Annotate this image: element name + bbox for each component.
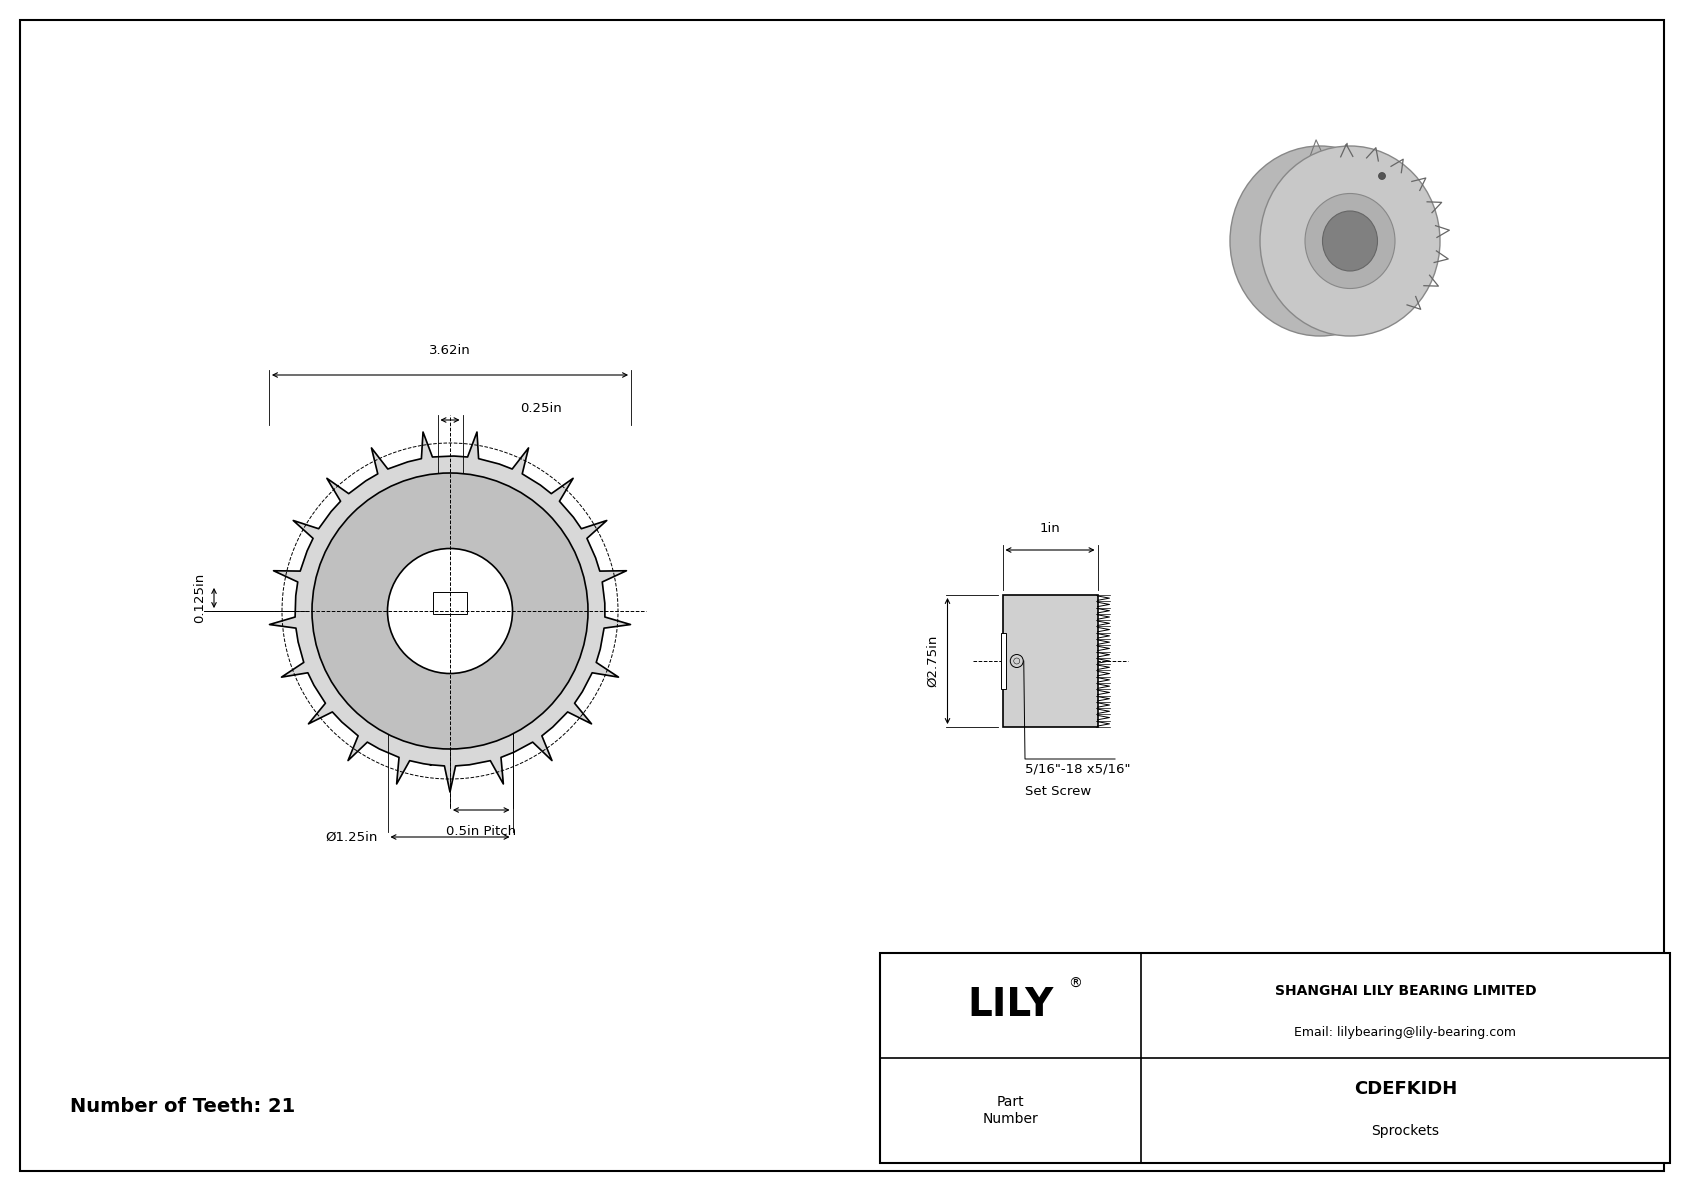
Text: 0.25in: 0.25in	[520, 403, 562, 414]
Bar	[1000, 632, 1005, 690]
Ellipse shape	[1260, 146, 1440, 336]
Text: 0.5in Pitch: 0.5in Pitch	[446, 825, 517, 838]
Circle shape	[1379, 173, 1386, 180]
Ellipse shape	[1229, 146, 1410, 336]
Bar	[1002, 596, 1098, 727]
Text: Number of Teeth: 21: Number of Teeth: 21	[71, 1097, 295, 1116]
Text: Email: lilybearing@lily-bearing.com: Email: lilybearing@lily-bearing.com	[1295, 1027, 1516, 1040]
Circle shape	[312, 473, 588, 749]
Text: Ø2.75in: Ø2.75in	[926, 635, 940, 687]
Text: SHANGHAI LILY BEARING LIMITED: SHANGHAI LILY BEARING LIMITED	[1275, 984, 1536, 998]
Text: ®: ®	[1068, 977, 1083, 991]
Bar	[433, 592, 466, 615]
Text: LILY: LILY	[967, 986, 1054, 1024]
Text: 0.125in: 0.125in	[194, 573, 205, 623]
Text: Part
Number: Part Number	[982, 1096, 1039, 1125]
Text: 3.62in: 3.62in	[429, 344, 472, 357]
Polygon shape	[269, 432, 630, 792]
Ellipse shape	[1305, 193, 1394, 288]
Circle shape	[387, 549, 512, 673]
Bar	[881, 953, 1671, 1162]
Text: CDEFKIDH: CDEFKIDH	[1354, 1080, 1457, 1098]
Text: Set Screw: Set Screw	[1026, 785, 1091, 798]
Text: 5/16"-18 x5/16": 5/16"-18 x5/16"	[1026, 762, 1130, 775]
Ellipse shape	[1322, 211, 1378, 272]
Text: Sprockets: Sprockets	[1371, 1124, 1440, 1139]
Text: Ø1.25in: Ø1.25in	[325, 830, 377, 843]
Text: 1in: 1in	[1039, 522, 1061, 535]
